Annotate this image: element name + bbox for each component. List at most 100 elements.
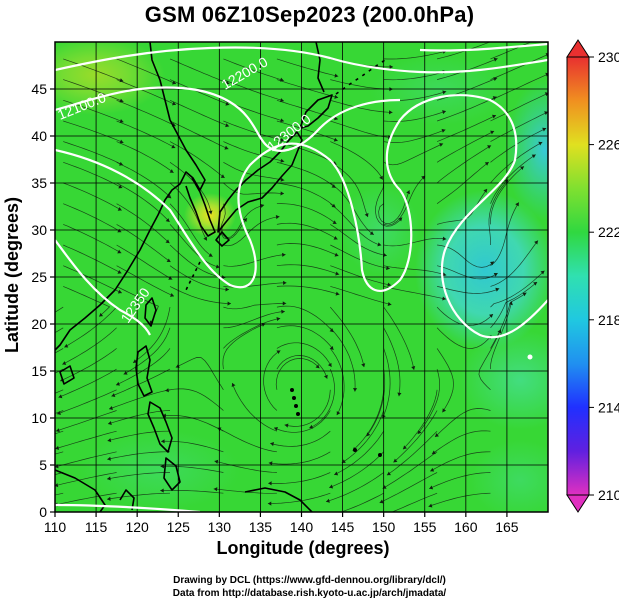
- streamline: [276, 203, 337, 225]
- streamline-arrow: [336, 411, 341, 416]
- streamline-arrow: [5, 373, 9, 377]
- streamline: [63, 79, 124, 103]
- y-tick-label: 25: [31, 269, 47, 285]
- streamline-arrow: [442, 296, 446, 301]
- streamline-arrow: [224, 145, 229, 150]
- streamline-arrow: [62, 361, 67, 365]
- streamline-arrow: [520, 166, 525, 171]
- streamline: [55, 430, 117, 450]
- colorbar-tick-label: 210: [598, 487, 619, 503]
- streamline: [132, 307, 171, 364]
- x-tick-label: 155: [413, 519, 437, 535]
- streamline-arrow: [117, 249, 122, 254]
- streamline-arrow: [333, 137, 338, 142]
- streamline: [169, 265, 230, 290]
- streamline: [334, 431, 384, 476]
- streamline-arrow: [119, 119, 124, 123]
- streamline-arrow: [203, 236, 207, 241]
- streamline-arrow: [531, 154, 536, 159]
- x-tick-label: 140: [290, 519, 314, 535]
- streamline: [116, 161, 172, 199]
- streamline: [116, 203, 170, 244]
- streamline-arrow: [160, 488, 164, 493]
- streamline-arrow: [268, 461, 273, 466]
- streamline-arrow: [3, 429, 7, 433]
- streamline: [383, 129, 446, 143]
- streamline-arrow: [171, 144, 176, 149]
- streamline-arrow: [326, 498, 330, 503]
- streamline: [223, 182, 285, 195]
- streamline-arrow: [281, 309, 285, 314]
- streamline: [160, 489, 224, 494]
- streamline: [276, 120, 338, 142]
- streamline-arrow: [334, 252, 339, 257]
- streamline: [276, 342, 332, 368]
- streamline: [490, 240, 539, 287]
- streamline-arrow: [439, 142, 444, 147]
- streamline: [222, 323, 266, 370]
- streamline-arrow: [161, 439, 165, 444]
- streamline: [391, 492, 438, 512]
- streamline: [276, 243, 339, 257]
- y-tick-label: 40: [31, 128, 47, 144]
- y-axis: 0 5 10 15 20 25 30 35 40 45: [31, 81, 55, 520]
- streamline-arrow: [270, 442, 275, 447]
- streamline-arrow: [492, 114, 496, 119]
- streamline: [436, 114, 497, 142]
- streamline: [169, 120, 229, 150]
- streamline-arrow: [123, 370, 128, 375]
- streamline: [341, 410, 385, 464]
- streamline-arrow: [398, 217, 403, 222]
- streamline-arrow: [421, 175, 426, 180]
- x-tick-label: 165: [495, 519, 519, 535]
- streamline-arrow: [55, 428, 60, 433]
- streamline-arrow: [327, 362, 332, 367]
- streamline-arrow: [3, 410, 7, 414]
- streamline-arrow: [489, 314, 494, 318]
- streamline-arrow: [117, 289, 122, 294]
- streamline: [490, 292, 527, 349]
- streamline-arrow: [107, 438, 112, 443]
- streamline: [63, 120, 124, 144]
- streamline: [276, 264, 340, 275]
- streamline-arrow: [170, 293, 174, 297]
- streamline-arrow: [333, 235, 338, 240]
- streamline: [55, 492, 117, 506]
- streamline: [107, 451, 170, 460]
- streamline-arrow: [280, 118, 284, 123]
- streamline-arrow: [369, 231, 374, 235]
- streamline-arrow: [483, 188, 488, 193]
- streamline: [63, 203, 122, 233]
- streamline-arrow: [58, 394, 63, 399]
- streamline-arrow: [175, 364, 180, 368]
- streamline: [273, 410, 331, 433]
- streamline-arrow: [334, 94, 339, 99]
- streamline: [55, 472, 117, 487]
- streamline-arrow: [406, 190, 411, 195]
- streamline: [436, 161, 490, 204]
- streamline-arrow: [275, 214, 280, 220]
- y-tick-label: 35: [31, 175, 47, 191]
- streamline-arrow: [213, 487, 218, 492]
- y-axis-label: Latitude (degrees): [2, 197, 22, 353]
- x-tick-label: 130: [208, 519, 232, 535]
- streamline: [223, 302, 287, 310]
- streamline: [383, 143, 444, 166]
- colorbar-scale: [566, 56, 590, 496]
- streamline-arrow: [353, 388, 358, 392]
- streamline-arrow: [544, 111, 548, 116]
- streamline-arrow: [107, 496, 111, 501]
- streamline: [116, 265, 175, 297]
- streamline: [223, 120, 285, 142]
- streamline: [490, 92, 548, 122]
- streamline: [221, 204, 265, 239]
- streamline-arrow: [366, 432, 371, 437]
- streamline: [268, 472, 331, 484]
- streamline-arrow: [283, 280, 287, 285]
- streamline: [223, 58, 284, 81]
- streamline-arrow: [515, 202, 519, 207]
- streamline: [490, 54, 548, 80]
- streamline-arrow: [386, 471, 391, 476]
- streamline-arrow: [331, 203, 336, 208]
- streamline: [267, 492, 331, 504]
